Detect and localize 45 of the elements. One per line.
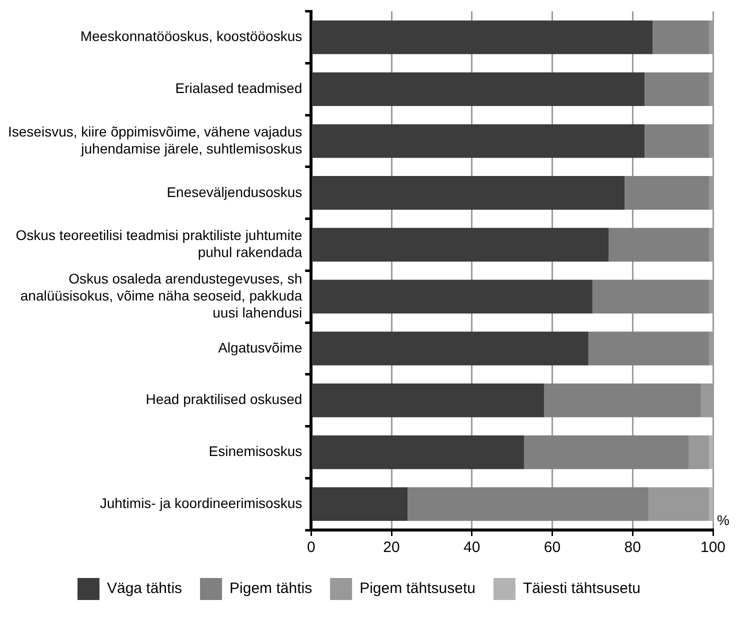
bar <box>608 228 709 262</box>
x-tick-label: 20 <box>383 539 400 556</box>
bar <box>544 383 701 418</box>
bar <box>648 487 709 521</box>
y-tick-label: Oskus teoreetilisi teadmisi praktiliste juhtumite puhul rakendada <box>16 227 302 260</box>
bar <box>408 487 649 521</box>
legend-label: Väga tähtis <box>106 580 182 598</box>
y-tick-label: Oskus osaleda arendustegevuses, sh analüüsisokus, võime näha seoseid, pakkuda uusi lahendusi <box>20 270 302 320</box>
bar <box>644 124 709 158</box>
bar <box>312 20 653 54</box>
x-tick-label: 100 <box>700 539 726 556</box>
bar <box>708 435 713 470</box>
x-tick-label: 40 <box>464 539 480 556</box>
bar <box>312 72 645 106</box>
bar <box>652 20 709 54</box>
legend-label: Pigem tähtis <box>230 580 312 598</box>
bar <box>312 332 588 366</box>
y-tick-label: Eneseväljendusoskus <box>166 184 302 200</box>
y-tick-label: Iseseisvus, kiire õppimisvõime, vähene vajadus juhendamise järele, suhtlemisoskus <box>8 124 302 156</box>
bar <box>312 280 592 314</box>
x-tick-label: 60 <box>544 539 561 556</box>
bar <box>312 124 645 158</box>
bar <box>688 435 709 470</box>
bar <box>708 487 713 521</box>
y-tick-label: Erialased teadmised <box>175 80 302 96</box>
legend-label: Pigem tähtsusetu <box>360 580 476 598</box>
x-axis-title: % <box>717 512 730 528</box>
bar <box>592 280 709 314</box>
y-tick-label: Meeskonnatööoskus, koostööoskus <box>80 28 302 44</box>
bar <box>644 72 709 106</box>
bar <box>588 332 709 366</box>
bar <box>524 435 689 470</box>
bar <box>312 383 544 418</box>
x-tick-label: 0 <box>306 539 316 556</box>
bar <box>312 228 609 262</box>
y-tick-label: Esinemisoskus <box>208 443 302 460</box>
bar <box>624 176 709 210</box>
y-tick-label: Algatusvõime <box>218 339 302 356</box>
y-tick-label: Juhtimis- ja koordineerimisoskus <box>100 494 302 511</box>
bar <box>312 487 408 521</box>
bar <box>312 435 524 470</box>
x-tick-label: 80 <box>624 539 641 556</box>
y-tick-label: Head praktilised oskused <box>146 391 302 408</box>
legend-label: Täiesti tähtsusetu <box>522 580 641 598</box>
bar <box>312 176 625 210</box>
